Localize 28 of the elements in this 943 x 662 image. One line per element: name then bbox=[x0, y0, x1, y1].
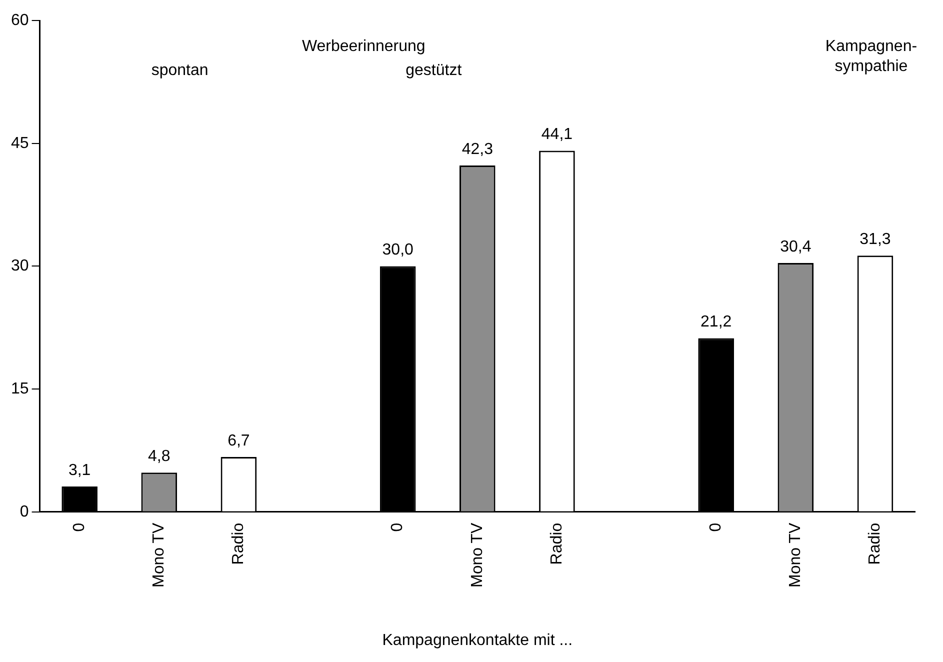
y-tick-label: 45 bbox=[11, 134, 29, 152]
x-tick-label: Mono TV bbox=[787, 522, 804, 588]
data-label: 44,1 bbox=[541, 126, 573, 144]
x-tick-label: Radio bbox=[866, 522, 884, 565]
annotation: gestützt bbox=[406, 62, 462, 80]
y-tick-label: 30 bbox=[11, 258, 29, 275]
x-tick-label: Mono TV bbox=[150, 522, 168, 588]
x-axis-title: Kampagnenkontakte mit ... bbox=[382, 632, 573, 649]
data-label: 30,0 bbox=[382, 242, 414, 259]
x-tick-label: Mono TV bbox=[468, 522, 486, 588]
x-tick-label: Radio bbox=[548, 522, 566, 565]
x-tick-label: Radio bbox=[230, 522, 248, 565]
x-tick-label: 0 bbox=[707, 522, 724, 532]
data-label: 4,8 bbox=[148, 448, 170, 465]
data-label: 21,2 bbox=[700, 314, 732, 331]
data-label: 6,7 bbox=[228, 432, 250, 450]
data-label: 31,3 bbox=[860, 231, 891, 248]
data-label: 30,4 bbox=[780, 238, 812, 256]
x-tick-label: 0 bbox=[70, 522, 88, 532]
x-tick-label: 0 bbox=[389, 522, 406, 532]
annotation: spontan bbox=[151, 62, 208, 80]
y-tick-label: 15 bbox=[11, 380, 29, 398]
y-tick-label: 60 bbox=[11, 12, 29, 30]
annotation: Kampagnen- sympathie bbox=[825, 38, 918, 76]
data-label: 42,3 bbox=[462, 140, 494, 158]
data-label: 3,1 bbox=[68, 462, 91, 479]
y-tick-label: 0 bbox=[20, 503, 29, 520]
annotation: Werbeerinnerung bbox=[302, 38, 426, 56]
